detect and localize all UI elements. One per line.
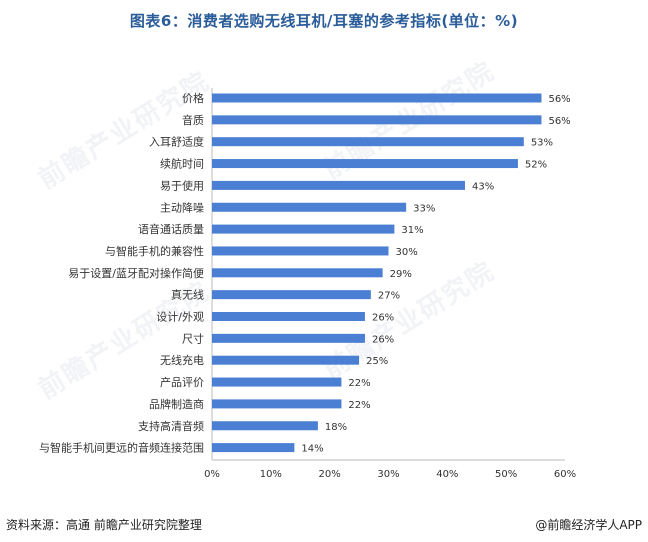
- x-tick-label: 60%: [554, 469, 576, 480]
- bar: [212, 115, 542, 125]
- data-label: 52%: [525, 160, 547, 171]
- category-label: 价格: [182, 91, 204, 105]
- bar: [212, 421, 318, 431]
- data-label: 14%: [301, 444, 323, 455]
- bar: [212, 333, 365, 343]
- category-label: 易于设置/蓝牙配对操作简便: [68, 266, 204, 280]
- category-label: 设计/外观: [156, 311, 204, 324]
- data-label: 18%: [325, 422, 347, 433]
- data-label: 31%: [401, 225, 423, 236]
- data-label: 22%: [348, 378, 370, 389]
- category-label: 主动降噪: [160, 200, 204, 214]
- bar: [212, 180, 465, 190]
- bar: [212, 377, 342, 387]
- category-label: 续航时间: [160, 157, 204, 171]
- category-label: 易于使用: [160, 179, 204, 192]
- data-label: 27%: [378, 291, 400, 302]
- category-label: 与智能手机的兼容性: [105, 244, 204, 258]
- category-label: 入耳舒适度: [149, 135, 204, 149]
- category-label: 音质: [182, 113, 204, 127]
- category-label: 支持高清音频: [138, 419, 204, 433]
- bar: [212, 246, 389, 256]
- data-label: 43%: [472, 181, 494, 192]
- chart-title: 图表6：消费者选购无线耳机/耳塞的参考指标(单位：%): [129, 12, 519, 30]
- bar: [212, 202, 407, 212]
- bar: [212, 443, 295, 453]
- data-label: 26%: [372, 313, 394, 324]
- data-label: 26%: [372, 334, 394, 345]
- x-tick-label: 50%: [495, 469, 517, 480]
- x-tick-label: 20%: [319, 469, 341, 480]
- data-label: 56%: [548, 94, 570, 105]
- bar: [212, 268, 383, 278]
- bar: [212, 224, 395, 234]
- category-label: 与智能手机间更远的音频连接范围: [39, 441, 204, 455]
- x-tick-label: 0%: [204, 469, 220, 480]
- category-label: 无线充电: [160, 353, 204, 367]
- category-label: 尺寸: [182, 331, 204, 345]
- bar: [212, 159, 518, 169]
- data-label: 22%: [348, 400, 370, 411]
- data-label: 29%: [390, 269, 412, 280]
- data-label: 53%: [531, 138, 553, 149]
- category-label: 产品评价: [160, 375, 204, 389]
- category-label: 品牌制造商: [149, 397, 204, 411]
- x-tick-label: 40%: [436, 469, 458, 480]
- bar: [212, 399, 342, 409]
- brand-label: @前瞻经济学人APP: [535, 518, 642, 532]
- bar: [212, 93, 542, 103]
- bar: [212, 137, 524, 147]
- data-label: 33%: [413, 203, 435, 214]
- bar: [212, 290, 371, 300]
- x-tick-label: 10%: [260, 469, 282, 480]
- x-tick-label: 30%: [377, 469, 399, 480]
- bar: [212, 312, 365, 321]
- data-label: 25%: [366, 356, 388, 367]
- source-note: 资料来源：高通 前瞻产业研究院整理: [6, 518, 202, 532]
- category-label: 语音通话质量: [138, 222, 204, 236]
- data-label: 56%: [548, 116, 570, 127]
- bar: [212, 355, 360, 365]
- category-label: 真无线: [171, 288, 204, 302]
- data-label: 30%: [396, 247, 418, 258]
